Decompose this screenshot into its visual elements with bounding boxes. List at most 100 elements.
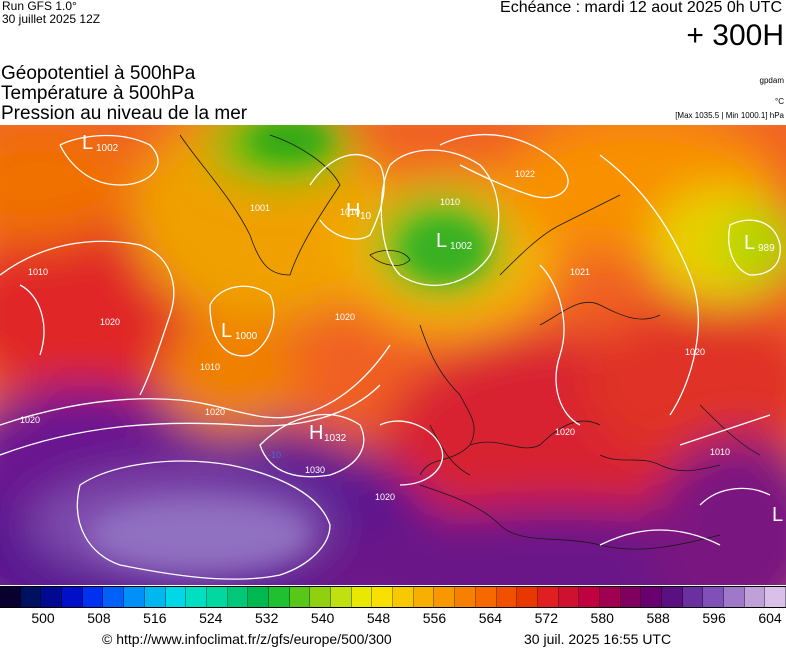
colorbar-segment bbox=[351, 587, 373, 607]
colorbar-segment bbox=[517, 587, 538, 607]
colorbar-segment bbox=[206, 587, 228, 607]
colorbar-segment bbox=[124, 587, 145, 607]
isobar-label: 1021 bbox=[570, 267, 590, 277]
colorbar-tick-label: 596 bbox=[702, 610, 726, 626]
coastlines bbox=[179, 134, 761, 550]
pressure-centers: L 1002 H 10 L 1002 L 989 L 1000 H 1032 bbox=[82, 132, 783, 526]
pressure-center: H 10 bbox=[346, 200, 372, 222]
colorbar-segment bbox=[558, 587, 580, 607]
colorbar-segment bbox=[20, 587, 42, 607]
pressure-center: L bbox=[772, 504, 783, 526]
isobar-label: 1030 bbox=[305, 465, 325, 475]
colorbar-segment bbox=[579, 587, 600, 607]
source-url[interactable]: © http://www.infoclimat.fr/z/gfs/europe/… bbox=[102, 631, 392, 647]
center-value: 1002 bbox=[96, 143, 119, 154]
unit-pressure-range: [Max 1035.5 | Min 1000.1] hPa bbox=[675, 111, 784, 120]
run-label: Run GFS 1.0° bbox=[2, 0, 77, 13]
colorbar-segment bbox=[641, 587, 662, 607]
center-letter: H bbox=[346, 200, 360, 222]
weather-map[interactable]: 1010 1001 1020 1010 1020 1010 1022 1021 … bbox=[0, 125, 786, 585]
colorbar-segment bbox=[186, 587, 207, 607]
colorbar-segment bbox=[268, 587, 290, 607]
colorbar-segment bbox=[82, 587, 104, 607]
colorbar-segment bbox=[744, 587, 766, 607]
colorbar-segment bbox=[144, 587, 166, 607]
center-value: 989 bbox=[758, 243, 775, 254]
forecast-valid-time: Echéance : mardi 12 aout 2025 0h UTC bbox=[500, 0, 782, 16]
temperature-label: -10 bbox=[268, 450, 281, 460]
isobar-label: 1010 bbox=[28, 267, 48, 277]
isobar-label: 1001 bbox=[250, 203, 270, 213]
colorbar-tick-label: 524 bbox=[199, 610, 223, 626]
colorbar-segment bbox=[496, 587, 518, 607]
isobar-label: 1010 bbox=[340, 207, 360, 217]
colorbar-tick-label: 580 bbox=[590, 610, 614, 626]
center-value: 1032 bbox=[324, 433, 347, 444]
colorbar-segment bbox=[331, 587, 352, 607]
colorbar-segment bbox=[455, 587, 476, 607]
pressure-center: L 989 bbox=[744, 232, 775, 254]
colorbar bbox=[0, 586, 786, 608]
colorbar-tick-label: 556 bbox=[422, 610, 447, 626]
colorbar-segment bbox=[248, 587, 269, 607]
colorbar-tick-label: 516 bbox=[143, 610, 167, 626]
isobar-labels: 1010 1001 1020 1010 1020 1010 1022 1021 … bbox=[20, 169, 730, 502]
isobar-label: 1022 bbox=[515, 169, 535, 179]
pressure-center: L 1000 bbox=[221, 320, 258, 342]
colorbar-tick-label: 532 bbox=[255, 610, 279, 626]
center-letter: L bbox=[436, 230, 447, 252]
map-canvas: 1010 1001 1020 1010 1020 1010 1022 1021 … bbox=[0, 125, 786, 585]
colorbar-segment bbox=[662, 587, 683, 607]
unit-temperature: °C bbox=[775, 97, 784, 106]
isobar-label: 1020 bbox=[205, 407, 225, 417]
colorbar-segment bbox=[765, 587, 786, 607]
center-value: 1000 bbox=[235, 331, 258, 342]
isobar-label: 1020 bbox=[685, 347, 705, 357]
colorbar-segment bbox=[703, 587, 725, 607]
colorbar-segment bbox=[537, 587, 559, 607]
colorbar-tick-label: 508 bbox=[87, 610, 111, 626]
geopotential-cores bbox=[90, 125, 485, 570]
colorbar-tick-label: 604 bbox=[758, 610, 782, 626]
colorbar-segment bbox=[599, 587, 621, 607]
isobar-label: 1010 bbox=[440, 197, 460, 207]
forecast-horizon: + 300H bbox=[686, 19, 784, 52]
colorbar-ticks: 500 508 516 524 532 540 548 556 564 572 580 588 596 6… bbox=[0, 610, 786, 626]
pressure-center: H 1032 bbox=[309, 422, 347, 444]
colorbar-segment bbox=[0, 587, 21, 607]
colorbar-tick-label: 564 bbox=[478, 610, 503, 626]
colorbar-segment bbox=[682, 587, 704, 607]
colorbar-segment bbox=[475, 587, 497, 607]
colorbar-tick-label: 540 bbox=[310, 610, 335, 626]
colorbar-segment bbox=[434, 587, 456, 607]
center-letter: H bbox=[309, 422, 323, 444]
center-letter: L bbox=[744, 232, 755, 254]
pressure-center: L 1002 bbox=[436, 230, 473, 252]
colorbar-tick-label: 548 bbox=[366, 610, 391, 626]
geopotential-field bbox=[0, 125, 786, 585]
isobar-label: 1020 bbox=[20, 415, 40, 425]
isobar-label: 1010 bbox=[710, 447, 730, 457]
isobar-label: 1010 bbox=[200, 362, 220, 372]
colorbar-tick-label: 500 bbox=[31, 610, 55, 626]
run-date: 30 juillet 2025 12Z bbox=[2, 12, 101, 26]
center-letter: L bbox=[772, 504, 783, 526]
center-value: 1002 bbox=[450, 241, 473, 252]
center-letter: L bbox=[221, 320, 232, 342]
pressure-center: L 1002 bbox=[82, 132, 119, 154]
colorbar-segment bbox=[227, 587, 249, 607]
colorbar-segment bbox=[393, 587, 414, 607]
isobar-label: 1020 bbox=[375, 492, 395, 502]
center-value: 10 bbox=[360, 211, 372, 222]
isobar-label: 1020 bbox=[335, 312, 355, 322]
colorbar-segment bbox=[62, 587, 83, 607]
colorbar-segment bbox=[165, 587, 187, 607]
colorbar-tick-label: 588 bbox=[646, 610, 670, 626]
center-letter: L bbox=[82, 132, 93, 154]
colorbar-segment bbox=[310, 587, 331, 607]
isobar-label: 1020 bbox=[100, 317, 120, 327]
generated-timestamp: 30 juil. 2025 16:55 UTC bbox=[524, 631, 672, 647]
unit-geopotential: gpdam bbox=[759, 76, 784, 85]
isobar-label: 1020 bbox=[555, 427, 575, 437]
colorbar-segment bbox=[103, 587, 125, 607]
